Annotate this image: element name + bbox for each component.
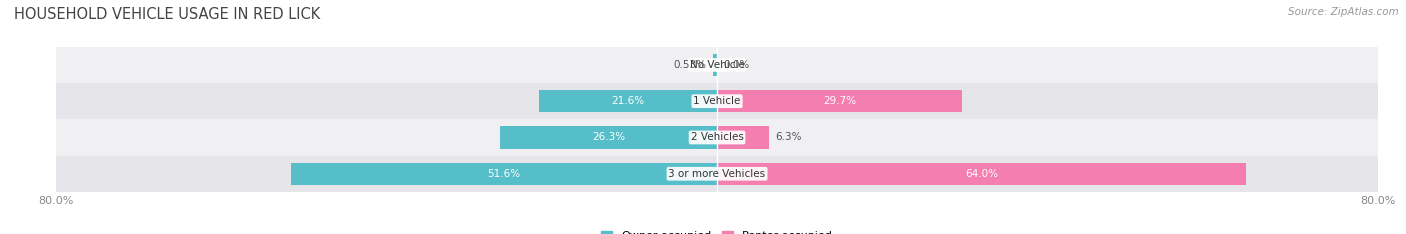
Bar [538, 90, 717, 113]
Bar [56, 83, 1378, 119]
Text: HOUSEHOLD VEHICLE USAGE IN RED LICK: HOUSEHOLD VEHICLE USAGE IN RED LICK [14, 7, 321, 22]
Text: No Vehicle: No Vehicle [689, 60, 745, 70]
Text: Source: ZipAtlas.com: Source: ZipAtlas.com [1288, 7, 1399, 17]
Bar [56, 119, 1378, 156]
Bar [499, 126, 717, 149]
Text: 2 Vehicles: 2 Vehicles [690, 132, 744, 143]
Bar [56, 47, 1378, 83]
Text: 6.3%: 6.3% [776, 132, 803, 143]
Text: 21.6%: 21.6% [612, 96, 644, 106]
Text: 51.6%: 51.6% [488, 169, 520, 179]
Text: 1 Vehicle: 1 Vehicle [693, 96, 741, 106]
Bar [291, 162, 717, 185]
Bar [717, 162, 1246, 185]
Bar [717, 90, 962, 113]
Text: 0.0%: 0.0% [724, 60, 749, 70]
Bar [713, 54, 717, 76]
Legend: Owner-occupied, Renter-occupied: Owner-occupied, Renter-occupied [600, 231, 834, 234]
Text: 26.3%: 26.3% [592, 132, 626, 143]
Text: 64.0%: 64.0% [965, 169, 998, 179]
Text: 0.53%: 0.53% [673, 60, 706, 70]
Text: 29.7%: 29.7% [823, 96, 856, 106]
Bar [717, 126, 769, 149]
Text: 3 or more Vehicles: 3 or more Vehicles [668, 169, 766, 179]
Bar [56, 156, 1378, 192]
